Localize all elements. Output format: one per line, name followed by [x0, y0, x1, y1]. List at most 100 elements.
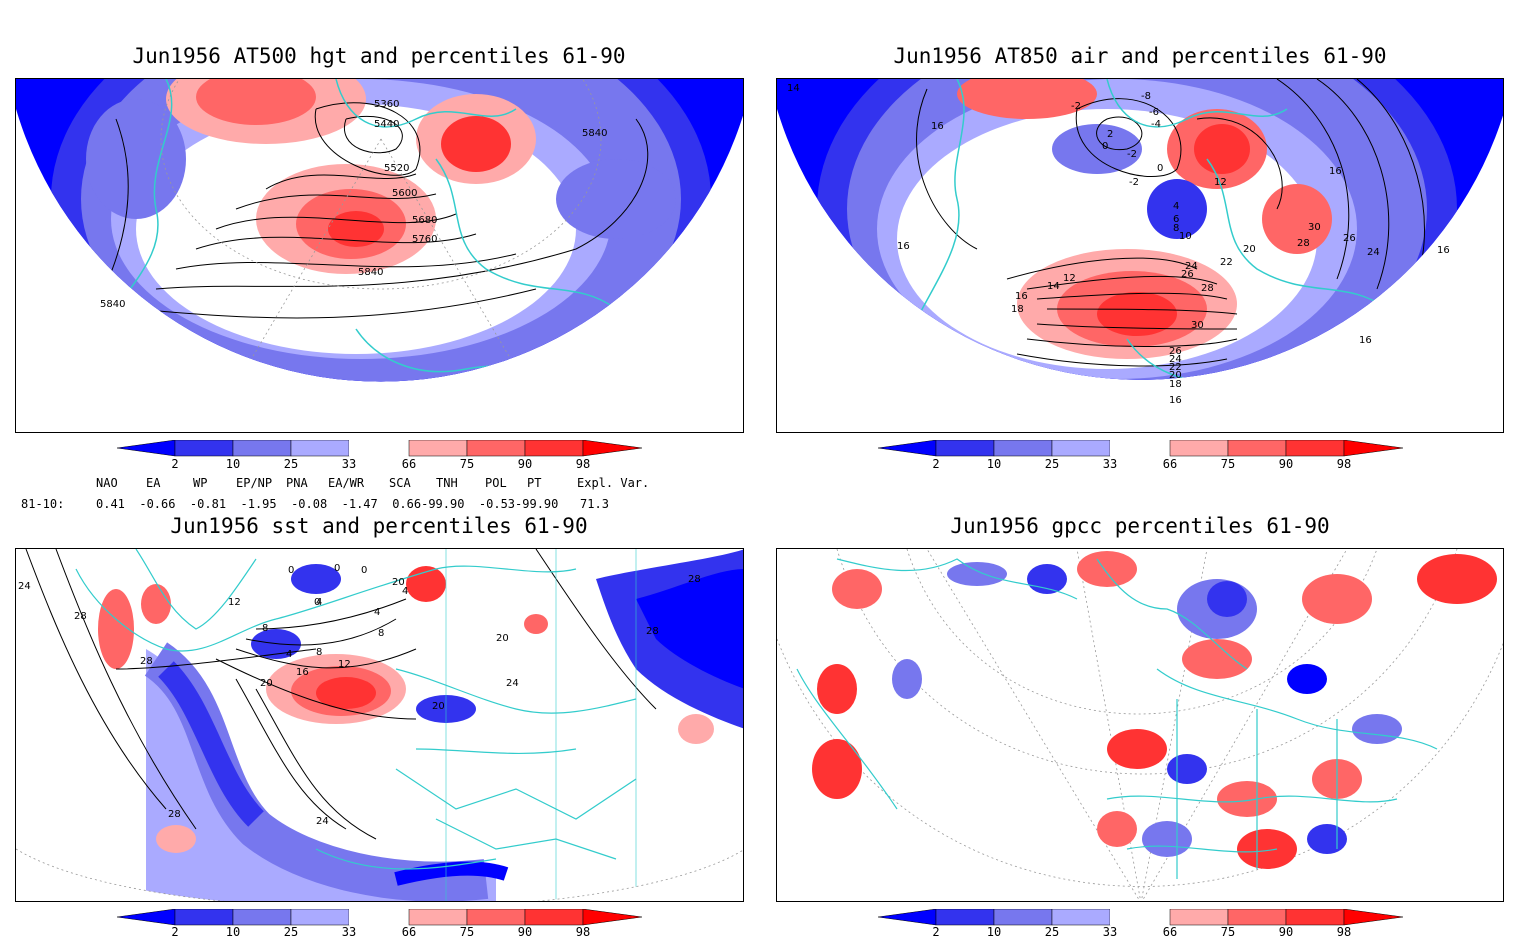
contour-label: 28 — [688, 574, 701, 585]
contour-label: 0 — [1102, 141, 1108, 152]
contour-label: 8 — [1173, 223, 1179, 234]
index-header-pol: POL — [485, 476, 507, 490]
contour-label: 16 — [296, 667, 309, 678]
colorbar-label: 90 — [1278, 457, 1294, 471]
contour-label: 5840 — [358, 267, 383, 278]
contour-label: 16 — [931, 121, 944, 132]
colorbar-label: 75 — [459, 925, 475, 939]
index-header-nao: NAO — [96, 476, 118, 490]
contour-label: 4 — [1173, 201, 1179, 212]
contour-label: 10 — [1179, 231, 1192, 242]
index-row-label: 81-10: — [21, 497, 65, 511]
contour-label: 0 — [361, 565, 367, 576]
colorbar-label: 33 — [341, 457, 357, 471]
contour-label: 24 — [18, 581, 31, 592]
colorbar-swatches — [877, 908, 1404, 926]
contour-label: 24 — [1185, 261, 1198, 272]
precip-anomalies — [812, 551, 1497, 869]
contour-label: 5680 — [412, 215, 437, 226]
contour-label: 16 — [1359, 335, 1372, 346]
colorbar-label: 98 — [1336, 925, 1352, 939]
contour-label: 8 — [378, 628, 384, 639]
colorbar-label: 10 — [986, 457, 1002, 471]
contour-label: 0 — [334, 563, 340, 574]
colorbar-sst: 2 10 25 33 66 75 90 98 — [116, 908, 643, 940]
colorbar-label: 75 — [1220, 457, 1236, 471]
map-panel-hgt: 5360 5440 5520 5600 5680 5760 5840 5840 … — [15, 78, 744, 433]
contour-label: 12 — [1214, 177, 1227, 188]
contour-label: 14 — [787, 83, 800, 94]
colorbar-label: 25 — [283, 457, 299, 471]
contour-label: 4 — [402, 586, 408, 597]
colorbar-label: 90 — [517, 925, 533, 939]
contour-label: 28 — [1201, 283, 1214, 294]
index-header-pna: PNA — [286, 476, 308, 490]
contour-label: 0 — [314, 597, 320, 608]
contour-label: 4 — [286, 649, 292, 660]
contour-label: 16 — [1437, 245, 1450, 256]
contour-label: 12 — [228, 597, 241, 608]
contour-label: -4 — [1151, 119, 1161, 130]
colorbar-label: 33 — [1102, 925, 1118, 939]
colorbar-label: 2 — [932, 925, 940, 939]
colorbar-label: 90 — [1278, 925, 1294, 939]
contour-label: 26 — [1169, 346, 1182, 357]
contour-label: 20 — [496, 633, 509, 644]
contour-label: 28 — [74, 611, 87, 622]
colorbar-label: 98 — [575, 457, 591, 471]
index-header-ea: EA — [146, 476, 161, 490]
contour-label: 28 — [140, 656, 153, 667]
contour-label: 6 — [1173, 214, 1179, 225]
contour-label: 2 — [1107, 129, 1113, 140]
contour-label: 12 — [338, 659, 351, 670]
map-panel-sst: 24 28 28 12 8 4 0 0 0 0 4 20 4 8 4 8 12 … — [15, 548, 744, 902]
contour-label: -8 — [1141, 91, 1151, 102]
contour-label: 16 — [1169, 395, 1182, 406]
contour-label: 0 — [1157, 163, 1163, 174]
colorbar-swatches — [116, 439, 643, 457]
contour-label: -2 — [1129, 177, 1139, 188]
contour-label: 18 — [1169, 379, 1182, 390]
contour-label: 24 — [316, 816, 329, 827]
colorbar-label: 10 — [986, 925, 1002, 939]
contour-labels-hgt: 5360 5440 5520 5600 5680 5760 5840 5840 … — [100, 99, 607, 310]
contour-label: 5840 — [582, 128, 607, 139]
colorbar-label: 2 — [932, 457, 940, 471]
map-panel-gpcc — [776, 548, 1504, 902]
panel-title-hgt: Jun1956 AT500 hgt and percentiles 61-90 — [132, 44, 626, 68]
contour-label: 18 — [1011, 304, 1024, 315]
contour-label: -6 — [1149, 107, 1159, 118]
contour-labels-air: 14 16 16 16 16 16 18 12 14 -2 -8 -6 -4 -… — [787, 83, 1450, 406]
contour-label: 24 — [1367, 247, 1380, 258]
index-header-epnp: EP/NP — [236, 476, 273, 490]
contour-label: -2 — [1071, 101, 1081, 112]
panel-title-air: Jun1956 AT850 air and percentiles 61-90 — [893, 44, 1387, 68]
colorbar-label: 2 — [171, 925, 179, 939]
colorbar-label: 66 — [401, 925, 417, 939]
contour-label: 24 — [1169, 354, 1182, 365]
contour-label: 12 — [1063, 273, 1076, 284]
colorbar-label: 66 — [401, 457, 417, 471]
colorbar-swatches — [877, 439, 1404, 457]
colorbar-label: 25 — [1044, 925, 1060, 939]
contour-label: 28 — [1297, 238, 1310, 249]
colorbar-label: 10 — [225, 925, 241, 939]
contour-label: 30 — [1191, 320, 1204, 331]
colorbar-swatches — [116, 908, 643, 926]
contour-label: 28 — [168, 809, 181, 820]
contour-label: 14 — [1047, 281, 1060, 292]
contour-label: 26 — [1181, 269, 1194, 280]
contour-label: 20 — [432, 701, 445, 712]
contour-label: 4 — [316, 597, 322, 608]
colorbar-label: 66 — [1162, 925, 1178, 939]
colorbar-label: 98 — [1336, 457, 1352, 471]
contour-label: 16 — [1329, 166, 1342, 177]
contour-label: 22 — [1220, 257, 1233, 268]
contour-label: 8 — [262, 623, 268, 634]
panel-title-sst: Jun1956 sst and percentiles 61-90 — [170, 514, 588, 538]
colorbar-label: 98 — [575, 925, 591, 939]
contour-label: 0 — [288, 565, 294, 576]
contour-label: 8 — [316, 647, 322, 658]
colorbar-label: 90 — [517, 457, 533, 471]
map-panel-air: 14 16 16 16 16 16 18 12 14 -2 -8 -6 -4 -… — [776, 78, 1504, 433]
